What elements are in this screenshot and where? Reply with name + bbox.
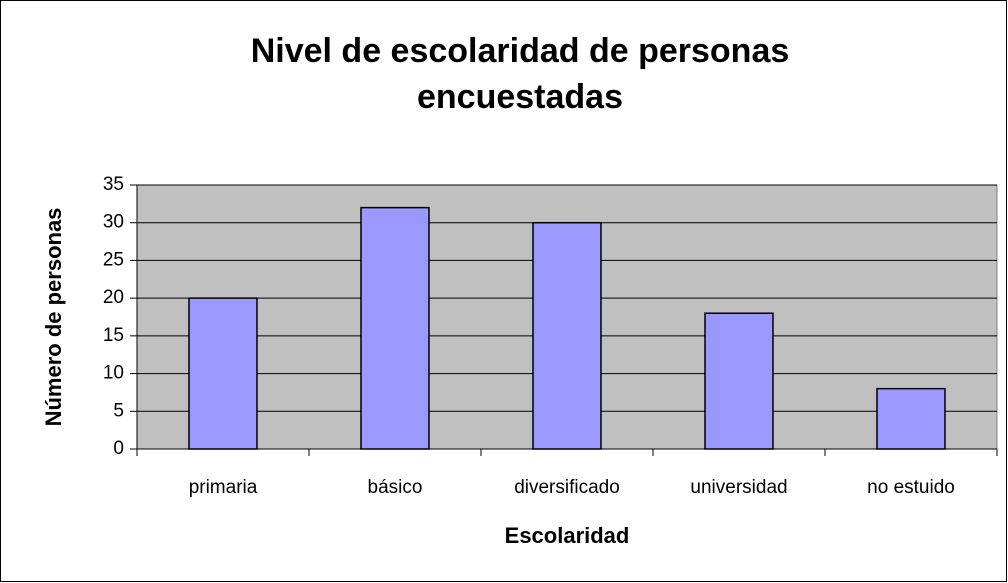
bar (532, 221, 602, 450)
y-tick-label: 25 (103, 249, 124, 270)
chart-title: Nivel de escolaridad de personas encuest… (250, 32, 790, 116)
x-tick-label: diversificado (514, 477, 620, 498)
y-tick-label: 30 (103, 212, 124, 233)
x-tick-label: primaria (189, 477, 258, 498)
bar (704, 312, 774, 450)
bar (876, 387, 946, 450)
bar (188, 297, 258, 450)
x-tick-label: básico (368, 477, 423, 498)
x-axis-title: Escolaridad (505, 523, 630, 548)
bar (360, 206, 430, 450)
y-tick-label: 0 (113, 438, 124, 459)
y-tick-label: 5 (113, 400, 124, 421)
x-tick-label: no estuido (867, 477, 955, 498)
x-tick-label: universidad (690, 477, 787, 498)
y-tick-label: 10 (103, 363, 124, 384)
y-tick-label: 20 (103, 287, 124, 308)
y-axis-title: Número de personas (41, 208, 66, 427)
y-tick-label: 15 (103, 325, 124, 346)
y-tick-label: 35 (103, 174, 124, 195)
